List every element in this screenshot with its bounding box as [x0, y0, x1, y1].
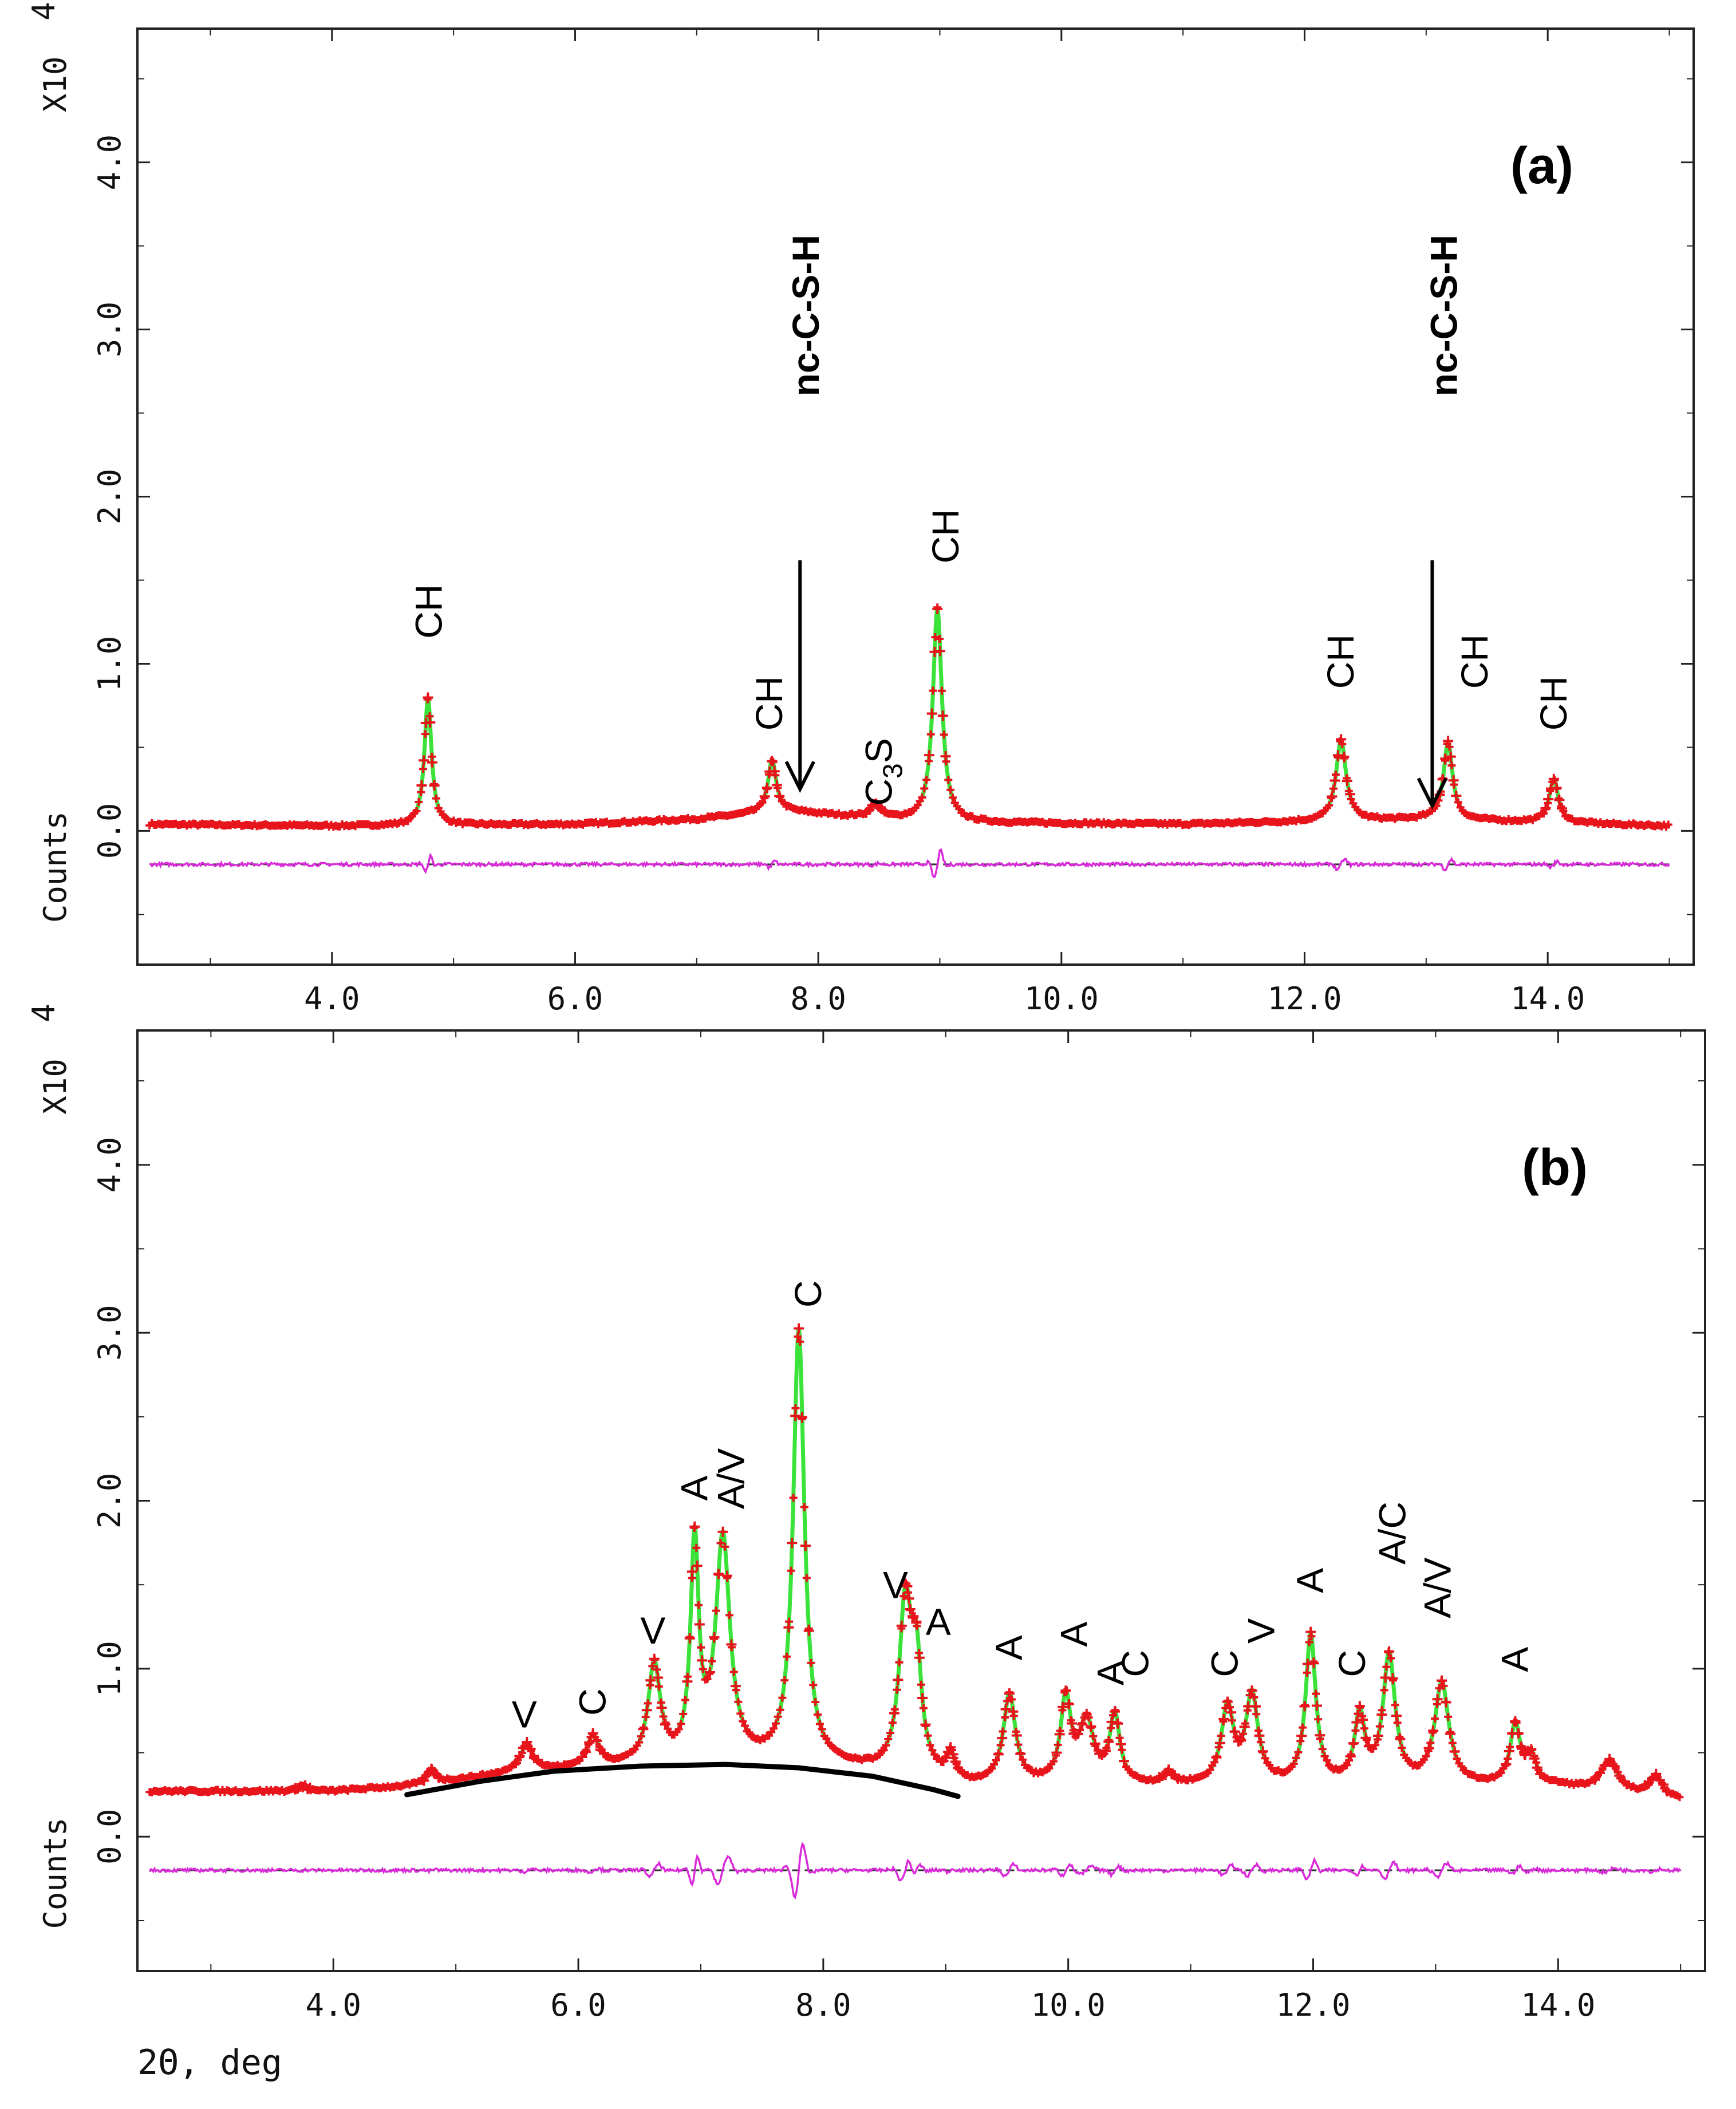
- y-tick-label: 4.0: [92, 135, 128, 191]
- peak-label: A/C: [1371, 1502, 1414, 1565]
- peak-label: CH: [924, 509, 966, 563]
- plot-frame: [136, 1029, 1706, 1972]
- peak-label-tail: S: [857, 738, 899, 763]
- peak-label: CH: [1319, 634, 1362, 689]
- panel-a: 4.0 6.0 8.0 10.0 12.0 14.0 0.0 1.0 2.0 3.0 4.0 X10 4…: [26, 2, 1695, 1017]
- y-axis-label-scale: X10: [37, 1059, 73, 1115]
- panel-label: (a): [1510, 137, 1573, 195]
- peak-label: A: [673, 1475, 715, 1500]
- peak-label: A: [988, 1635, 1030, 1660]
- peak-label: C: [1331, 1650, 1373, 1677]
- y-axis-label-counts: Counts: [37, 1818, 73, 1929]
- peak-label: A: [1090, 1660, 1132, 1685]
- y-axis-label-exponent: 4: [26, 1004, 62, 1022]
- x-tick-label: 6.0: [547, 981, 603, 1017]
- peak-label: CH: [1532, 676, 1575, 730]
- y-tick-label: 1.0: [92, 636, 128, 692]
- peak-label: nc-C-S-H: [1423, 235, 1465, 396]
- x-tick-label: 10.0: [1031, 1987, 1106, 2023]
- x-tick-label: 10.0: [1024, 981, 1099, 1017]
- peak-label: A/V: [1417, 1557, 1459, 1618]
- panel-b: 4.0 6.0 8.0 10.0 12.0 14.0 0.0 1.0 2.0 3.0 4.0 X10 4…: [26, 1004, 1706, 2083]
- x-tick-label: 4.0: [304, 981, 360, 1017]
- peak-label: CH: [408, 584, 450, 638]
- peak-label: C: [1203, 1650, 1245, 1677]
- y-tick-label: 0.0: [92, 803, 128, 859]
- x-tick-label: 4.0: [305, 1987, 361, 2023]
- peak-label: A: [1052, 1622, 1095, 1647]
- peak-label: A: [1493, 1647, 1536, 1672]
- annotation-arrow-head: [784, 761, 815, 793]
- peak-label: C: [1114, 1650, 1156, 1677]
- peak-label: CH: [1453, 634, 1496, 689]
- x-tick-label: 14.0: [1510, 981, 1585, 1017]
- y-tick-label: 3.0: [92, 302, 128, 358]
- x-tick-label: 8.0: [795, 1987, 851, 2023]
- y-tick-label: 2.0: [92, 1473, 128, 1529]
- y-tick-label: 1.0: [92, 1641, 128, 1697]
- observed-series-markers: [145, 603, 1672, 831]
- peak-label: nc-C-S-H: [784, 235, 827, 396]
- amorphous-hump-line: [404, 1762, 961, 1799]
- peak-label: C3S: [857, 738, 908, 805]
- peak-label: V: [640, 1609, 665, 1652]
- peak-label-subscript: 3: [878, 763, 908, 779]
- peak-label: V: [512, 1693, 537, 1736]
- difference-series-line: [148, 1842, 1682, 1899]
- panel-label: (b): [1522, 1139, 1588, 1196]
- difference-series-line: [149, 848, 1670, 878]
- x-axis-label: 2Θ, deg: [137, 2043, 282, 2083]
- y-tick-label: 3.0: [92, 1305, 128, 1361]
- x-tick-label: 8.0: [790, 981, 846, 1017]
- peak-label: A: [926, 1601, 951, 1643]
- peak-label: C: [787, 1280, 829, 1308]
- peak-label: V: [1240, 1618, 1283, 1644]
- peak-label: CH: [748, 676, 790, 730]
- x-tick-label: 12.0: [1276, 1987, 1350, 2023]
- peak-label: V: [883, 1564, 908, 1606]
- observed-series-markers: [145, 1323, 1684, 1802]
- peak-label: A/V: [709, 1448, 752, 1509]
- y-tick-label: 2.0: [92, 469, 128, 525]
- x-tick-label: 14.0: [1521, 1987, 1595, 2023]
- x-tick-label: 12.0: [1267, 981, 1342, 1017]
- y-axis-label-scale: X10: [37, 56, 73, 112]
- y-tick-label: 4.0: [92, 1137, 128, 1193]
- y-axis-label-exponent: 4: [26, 2, 62, 21]
- x-tick-label: 6.0: [550, 1987, 606, 2023]
- y-axis-label-counts: Counts: [37, 811, 73, 923]
- peak-label: C: [571, 1688, 614, 1716]
- y-tick-label: 0.0: [92, 1809, 128, 1865]
- annotation-arrow-head: [1417, 777, 1448, 810]
- peak-label: A: [1289, 1568, 1331, 1593]
